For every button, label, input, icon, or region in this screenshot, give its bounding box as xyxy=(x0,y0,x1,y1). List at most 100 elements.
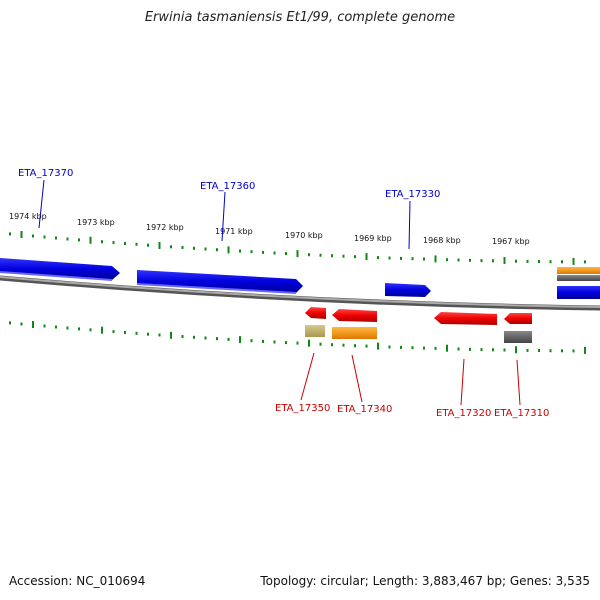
ruler-minor-tick xyxy=(308,253,310,257)
ruler-major-tick xyxy=(227,246,230,254)
ruler-minor-tick xyxy=(365,344,368,348)
ruler-minor-tick xyxy=(32,234,34,238)
ruler-minor-tick xyxy=(342,254,345,258)
gene-arrow-reverse[interactable] xyxy=(504,313,532,324)
ruler-minor-tick xyxy=(492,348,494,352)
gene-label-reverse[interactable]: ETA_17320 xyxy=(436,408,491,419)
gene-label-reverse[interactable]: ETA_17340 xyxy=(337,404,392,415)
kbp-label: 1967 kbp xyxy=(492,237,530,246)
gene-arrow-forward[interactable] xyxy=(137,270,303,293)
kbp-label: 1970 kbp xyxy=(285,231,323,240)
kbp-label: 1968 kbp xyxy=(423,236,461,245)
gene-label-forward[interactable]: ETA_17370 xyxy=(18,168,73,179)
kbp-label: 1973 kbp xyxy=(77,218,115,227)
ruler-minor-tick xyxy=(469,258,471,262)
ruler-minor-tick xyxy=(342,343,345,347)
ruler-minor-tick xyxy=(584,260,586,264)
ruler-minor-tick xyxy=(354,255,356,259)
gene-label-reverse[interactable]: ETA_17350 xyxy=(275,403,330,414)
ruler-minor-tick xyxy=(262,250,264,254)
gene-arrow-reverse[interactable] xyxy=(305,307,326,319)
ruler-minor-tick xyxy=(135,242,138,246)
gene-arrow-reverse[interactable] xyxy=(434,312,497,325)
ruler-minor-tick xyxy=(78,327,80,331)
ruler-minor-tick xyxy=(112,241,115,245)
ruler-minor-tick xyxy=(193,335,195,339)
gene-callout-line xyxy=(221,191,226,242)
gene-callout-line xyxy=(460,358,465,406)
ruler-minor-tick xyxy=(400,345,402,349)
gene-label-forward[interactable]: ETA_17360 xyxy=(200,181,255,192)
gene-label-reverse[interactable]: ETA_17310 xyxy=(494,408,549,419)
ruler-minor-tick xyxy=(250,339,253,343)
feature-block-orange[interactable] xyxy=(557,267,600,274)
ruler-major-tick xyxy=(365,253,368,261)
ruler-minor-tick xyxy=(43,324,46,328)
ruler-minor-tick xyxy=(262,339,264,343)
ruler-minor-tick xyxy=(388,256,391,260)
accession-text: Accession: NC_010694 xyxy=(9,574,146,588)
ruler-minor-tick xyxy=(457,258,460,262)
kbp-label: 1972 kbp xyxy=(146,223,184,232)
ruler-minor-tick xyxy=(204,336,207,340)
ruler-minor-tick xyxy=(204,247,207,251)
ruler-minor-tick xyxy=(492,259,494,263)
ruler-minor-tick xyxy=(285,252,287,256)
ruler-major-tick xyxy=(308,339,310,347)
gene-arrow-reverse[interactable] xyxy=(332,309,377,322)
ruler-minor-tick xyxy=(124,242,126,245)
ruler-minor-tick xyxy=(469,347,471,351)
ruler-minor-tick xyxy=(446,258,448,262)
kbp-label: 1971 kbp xyxy=(215,227,253,236)
gene-arrow-forward[interactable] xyxy=(385,283,431,297)
ruler-minor-tick xyxy=(170,245,172,249)
ruler-minor-tick xyxy=(331,254,333,258)
genome-backbone xyxy=(0,275,600,311)
ruler-major-tick xyxy=(377,342,379,350)
gene-callout-line xyxy=(351,354,363,403)
ruler-minor-tick xyxy=(124,331,126,334)
ruler-minor-tick xyxy=(561,260,563,264)
ruler-minor-tick xyxy=(216,337,218,341)
ruler-minor-tick xyxy=(158,333,161,337)
lower-ruler-ticks xyxy=(9,321,586,354)
ruler-minor-tick xyxy=(216,248,218,252)
ruler-minor-tick xyxy=(549,260,552,264)
gene-callout-line xyxy=(516,359,521,406)
gene-callout-line xyxy=(300,352,315,401)
feature-block-gray[interactable] xyxy=(557,275,600,281)
ruler-minor-tick xyxy=(55,236,57,240)
ruler-minor-tick xyxy=(273,340,276,344)
feature-block-khaki[interactable] xyxy=(305,325,325,337)
ruler-minor-tick xyxy=(411,257,414,261)
ruler-minor-tick xyxy=(285,341,287,345)
ruler-minor-tick xyxy=(66,237,69,241)
genome-summary-text: Topology: circular; Length: 3,883,467 bp… xyxy=(260,574,590,588)
feature-block-orange[interactable] xyxy=(332,327,377,339)
ruler-minor-tick xyxy=(273,251,276,255)
ruler-minor-tick xyxy=(503,348,506,352)
ruler-minor-tick xyxy=(411,346,414,350)
ruler-minor-tick xyxy=(319,253,322,257)
gene-arrow-forward[interactable] xyxy=(0,258,120,280)
ruler-minor-tick xyxy=(181,246,184,249)
genome-title: Erwinia tasmaniensis Et1/99, complete ge… xyxy=(144,10,456,25)
ruler-minor-tick xyxy=(549,349,552,353)
ruler-minor-tick xyxy=(480,259,483,263)
ruler-major-tick xyxy=(89,236,92,244)
ruler-minor-tick xyxy=(296,341,299,345)
ruler-minor-tick xyxy=(388,345,391,349)
ruler-minor-tick xyxy=(147,243,149,247)
ruler-major-tick xyxy=(239,336,241,344)
ruler-minor-tick xyxy=(457,347,460,351)
gene-block-forward[interactable] xyxy=(557,286,600,299)
ruler-minor-tick xyxy=(515,259,517,263)
ruler-minor-tick xyxy=(538,349,540,352)
ruler-minor-tick xyxy=(9,232,11,236)
ruler-major-tick xyxy=(515,346,517,354)
ruler-major-tick xyxy=(434,255,437,263)
gene-label-forward[interactable]: ETA_17330 xyxy=(385,189,440,200)
ruler-minor-tick xyxy=(377,256,379,260)
feature-block-gray[interactable] xyxy=(504,331,532,343)
